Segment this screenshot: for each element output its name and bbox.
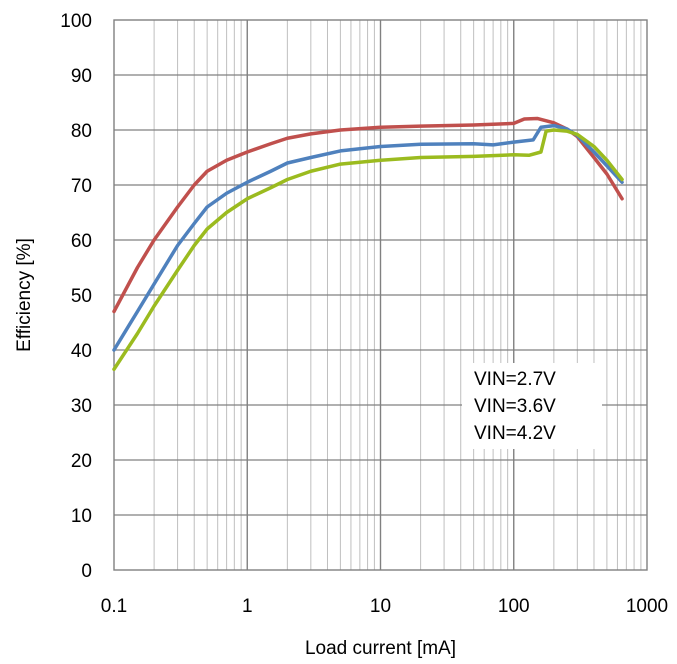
y-tick-label: 70 (71, 176, 92, 197)
y-tick-label: 40 (71, 341, 92, 362)
legend-background (462, 363, 602, 449)
series-line-2 (112, 123, 624, 352)
series-layer (112, 116, 624, 371)
legend-entry-3: VIN=4.2V (474, 423, 556, 444)
x-tick-label: 1 (242, 596, 253, 617)
y-tick-label: 30 (71, 396, 92, 417)
y-tick-label: 50 (71, 286, 92, 307)
y-tick-label: 0 (81, 561, 92, 582)
grid-lines (114, 20, 647, 570)
y-tick-label: 10 (71, 506, 92, 527)
y-tick-label: 90 (71, 66, 92, 87)
y-axis-ticks: 0 10 20 30 40 50 60 70 80 90 100 (60, 11, 92, 582)
y-tick-label: 60 (71, 231, 92, 252)
y-axis-title: Efficiency [%] (14, 238, 35, 352)
series-line-3 (112, 128, 624, 371)
legend-entry-1: VIN=2.7V (474, 369, 556, 390)
y-tick-label: 20 (71, 451, 92, 472)
y-tick-label: 100 (60, 11, 92, 32)
y-tick-label: 80 (71, 121, 92, 142)
x-tick-label: 100 (498, 596, 530, 617)
x-tick-label: 1000 (626, 596, 668, 617)
x-axis-title: Load current [mA] (305, 638, 456, 659)
plot-border (113, 19, 648, 571)
x-tick-label: 0.1 (101, 596, 127, 617)
x-axis-ticks: 0.1 1 10 100 1000 (101, 596, 668, 617)
legend: VIN=2.7V VIN=3.6V VIN=4.2V (462, 363, 602, 449)
x-tick-label: 10 (370, 596, 391, 617)
legend-entry-2: VIN=3.6V (474, 396, 556, 417)
